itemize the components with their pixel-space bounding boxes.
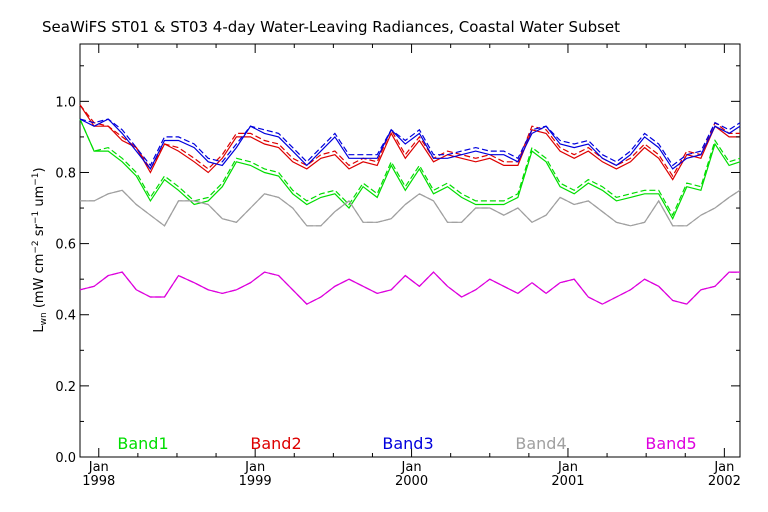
chart-title: SeaWiFS ST01 & ST03 4-day Water-Leaving … xyxy=(42,18,620,36)
y-tick-label: 0.6 xyxy=(55,238,76,253)
series-line-band5 xyxy=(79,271,740,305)
y-tick-label: 0.2 xyxy=(55,380,76,395)
series-line-band2 xyxy=(79,104,740,181)
x-tick-year-label: 1999 xyxy=(239,474,272,489)
series-line-dashed-band1 xyxy=(79,118,741,217)
legend-label-band2: Band2 xyxy=(250,434,301,453)
legend-label-band4: Band4 xyxy=(515,434,566,453)
series-line-band1 xyxy=(79,118,741,221)
series-line-band4 xyxy=(80,189,741,227)
y-tick-label: 0.4 xyxy=(55,309,76,324)
y-axis: 0.0 0.2 0.4 0.6 0.8 1.0 xyxy=(55,65,740,466)
y-axis-label: Lwn (mW cm−2 sr−1 um−1) xyxy=(31,167,49,332)
legend-label-band1: Band1 xyxy=(117,434,168,453)
x-tick-month-label: Jan xyxy=(88,460,109,475)
x-tick-year-label: 1998 xyxy=(82,474,115,489)
y-tick-label: 1.0 xyxy=(55,95,76,110)
series-line-dashed-band2 xyxy=(79,104,740,178)
series-line-dashed-band4 xyxy=(80,189,741,227)
y-tick-label: 0.0 xyxy=(55,451,76,466)
x-tick-month-label: Jan xyxy=(713,460,734,475)
series-line-band3 xyxy=(79,118,741,171)
legend-label-band3: Band3 xyxy=(382,434,433,453)
y-tick-label: 0.8 xyxy=(55,166,76,181)
x-tick-month-label: Jan xyxy=(244,460,265,475)
x-tick-month-label: Jan xyxy=(557,460,578,475)
series-line-dashed-band3 xyxy=(79,118,741,167)
legend: Band1 Band2 Band3 Band4 Band5 xyxy=(117,434,696,453)
legend-label-band5: Band5 xyxy=(645,434,696,453)
x-tick-year-label: 2000 xyxy=(395,474,428,489)
series-layer xyxy=(79,104,741,305)
x-tick-month-label: Jan xyxy=(401,460,422,475)
x-tick-year-label: 2002 xyxy=(708,474,741,489)
x-tick-year-label: 2001 xyxy=(551,474,584,489)
plot-frame xyxy=(79,43,741,458)
series-line-dashed-band5 xyxy=(79,271,740,305)
